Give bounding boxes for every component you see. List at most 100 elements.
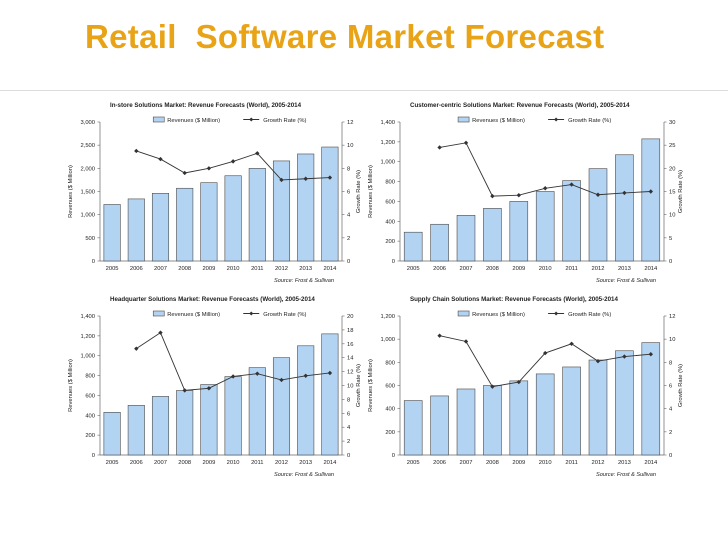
- x-tick-label: 2006: [433, 460, 446, 466]
- y2-tick-label: 2: [669, 430, 672, 436]
- y2-tick-label: 10: [347, 143, 353, 149]
- revenue-bar: [483, 208, 502, 262]
- revenue-bar: [456, 388, 476, 456]
- y-tick-label: 1,000: [380, 160, 395, 166]
- revenue-bar: [200, 182, 218, 262]
- revenue-bar: [297, 345, 315, 456]
- legend-growth-label: Growth Rate (%): [568, 118, 611, 124]
- y-tick-label: 1,400: [380, 120, 395, 126]
- x-tick-label: 2012: [275, 266, 288, 272]
- x-tick-label: 2008: [178, 266, 191, 272]
- x-tick-label: 2012: [592, 460, 605, 466]
- legend-growth-label: Growth Rate (%): [263, 118, 306, 124]
- revenue-bar: [272, 357, 291, 456]
- revenue-bar: [615, 350, 634, 456]
- y2-tick-label: 10: [347, 384, 353, 390]
- y2-tick-label: 8: [669, 360, 672, 366]
- chart-panel-in-store: In-store Solutions Market: Revenue Forec…: [62, 96, 366, 292]
- x-tick-label: 2014: [323, 266, 337, 272]
- y-tick-label: 200: [385, 239, 395, 245]
- legend-revenue-label: Revenues ($ Million): [472, 312, 525, 318]
- y-tick-label: 200: [385, 430, 395, 436]
- y2-axis-label: Growth Rate (%): [678, 364, 684, 407]
- x-tick-label: 2011: [251, 460, 263, 466]
- source-note: Source: Frost & Sullivan: [274, 472, 334, 478]
- chart-svg: Supply Chain Solutions Market: Revenue F…: [368, 296, 684, 478]
- x-tick-label: 2012: [592, 266, 605, 272]
- y2-tick-label: 2: [347, 439, 350, 445]
- legend-growth-label: Growth Rate (%): [263, 312, 306, 318]
- y-tick-label: 800: [385, 180, 395, 186]
- revenue-bar: [248, 367, 266, 456]
- chart-title: Supply Chain Solutions Market: Revenue F…: [410, 296, 618, 303]
- chart-panel-supply-chain: Supply Chain Solutions Market: Revenue F…: [362, 290, 688, 486]
- x-tick-label: 2006: [130, 266, 143, 272]
- y-tick-label: 800: [385, 360, 395, 366]
- growth-point: [463, 140, 469, 146]
- y2-tick-label: 12: [347, 120, 353, 126]
- x-tick-label: 2006: [433, 266, 446, 272]
- revenue-bar: [588, 359, 608, 456]
- growth-point: [327, 370, 333, 376]
- growth-point: [303, 176, 308, 181]
- y2-axis-label: Growth Rate (%): [356, 170, 362, 213]
- revenue-bar: [151, 193, 170, 262]
- y-tick-label: 500: [85, 236, 95, 242]
- y-tick-label: 1,000: [80, 213, 95, 219]
- revenue-bar: [483, 385, 502, 456]
- x-tick-label: 2008: [486, 460, 499, 466]
- growth-point: [134, 148, 139, 154]
- x-tick-label: 2011: [565, 266, 577, 272]
- legend-line-marker: [249, 117, 254, 122]
- y2-tick-label: 6: [347, 411, 350, 417]
- legend-bar-swatch: [457, 116, 470, 123]
- x-tick-label: 2009: [512, 460, 525, 466]
- y2-tick-label: 25: [669, 143, 675, 149]
- revenue-bar: [535, 191, 555, 262]
- growth-point: [255, 371, 260, 376]
- y-tick-label: 400: [385, 407, 395, 413]
- chart-panel-customer-centric: Customer-centric Solutions Market: Reven…: [362, 96, 688, 292]
- x-tick-label: 2005: [407, 266, 420, 272]
- y2-tick-label: 10: [669, 337, 675, 343]
- growth-point: [206, 166, 212, 171]
- y-tick-label: 400: [385, 219, 395, 225]
- growth-point: [158, 330, 163, 335]
- y-tick-label: 1,400: [80, 314, 95, 320]
- revenue-bar: [200, 384, 218, 456]
- x-tick-label: 2011: [251, 266, 263, 272]
- x-tick-label: 2009: [202, 266, 215, 272]
- x-tick-label: 2014: [323, 460, 337, 466]
- revenue-bar: [562, 366, 581, 456]
- growth-point: [158, 156, 163, 162]
- revenue-bar: [151, 396, 170, 456]
- x-tick-label: 2014: [644, 460, 658, 466]
- revenue-bar: [430, 395, 449, 456]
- x-tick-label: 2013: [618, 266, 631, 272]
- source-note: Source: Frost & Sullivan: [596, 472, 656, 478]
- y-tick-label: 600: [85, 393, 95, 399]
- x-tick-label: 2013: [299, 460, 312, 466]
- y2-tick-label: 12: [347, 370, 353, 376]
- x-tick-label: 2008: [486, 266, 499, 272]
- y2-tick-label: 6: [669, 384, 672, 390]
- y-tick-label: 3,000: [80, 120, 95, 126]
- revenue-bar: [535, 373, 555, 456]
- y2-tick-label: 4: [669, 407, 673, 413]
- title-divider: [0, 90, 728, 91]
- y2-tick-label: 15: [669, 190, 675, 196]
- legend-line-marker: [554, 311, 559, 316]
- y-tick-label: 1,200: [380, 140, 395, 146]
- growth-point: [230, 159, 236, 164]
- y2-axis-label: Growth Rate (%): [356, 364, 362, 407]
- y2-tick-label: 0: [669, 453, 672, 459]
- growth-point: [463, 339, 469, 344]
- revenue-bar: [321, 146, 339, 262]
- x-tick-label: 2013: [618, 460, 631, 466]
- y2-tick-label: 0: [669, 259, 672, 265]
- growth-point: [516, 193, 521, 198]
- chart-svg: Headquarter Solutions Market: Revenue Fo…: [68, 296, 362, 478]
- revenue-bar: [176, 187, 194, 262]
- chart-title: Customer-centric Solutions Market: Reven…: [410, 102, 630, 109]
- legend-revenue-label: Revenues ($ Million): [472, 118, 525, 124]
